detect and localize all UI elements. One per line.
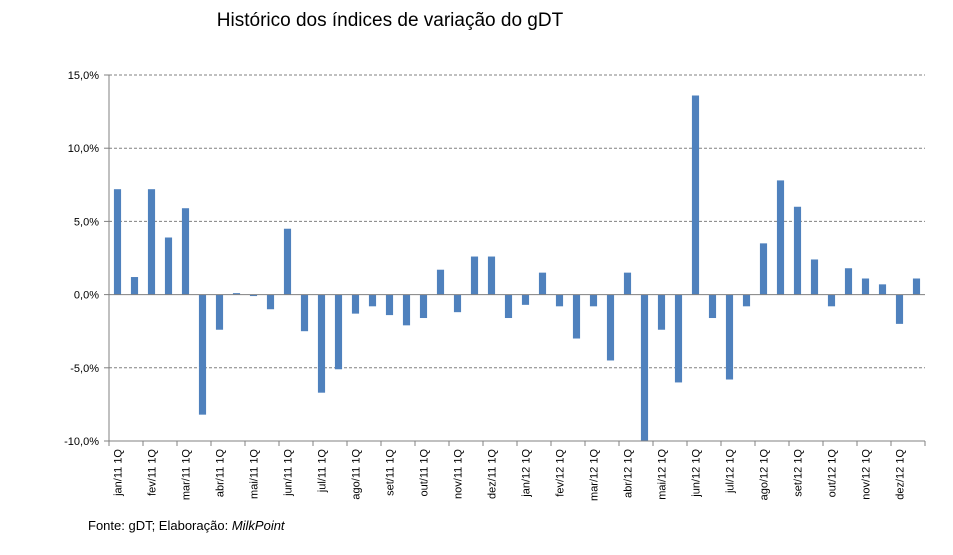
source-note: Fonte: gDT; Elaboração: MilkPoint bbox=[88, 518, 285, 533]
x-axis-ticks: jan/11 1Q fev/11 1Q mar/11 1Q abr/11 1Q mai/… bbox=[108, 441, 926, 501]
bar bbox=[827, 294, 836, 307]
bar bbox=[810, 259, 819, 295]
x-tick-label: dez/12 1Q bbox=[895, 449, 907, 500]
x-tick-label: nov/11 1Q bbox=[453, 449, 465, 499]
bar bbox=[351, 294, 360, 314]
x-tick-label: set/12 1Q bbox=[793, 449, 805, 497]
bar-series bbox=[113, 95, 921, 441]
bar bbox=[521, 294, 530, 305]
x-tick-label: jul/12 1Q bbox=[725, 449, 737, 494]
chart-title: Histórico dos índices de variação do gDT bbox=[216, 10, 564, 31]
bar bbox=[181, 208, 190, 295]
x-tick-label: mar/11 1Q bbox=[181, 449, 193, 501]
bar bbox=[113, 189, 122, 295]
bar bbox=[674, 294, 683, 383]
x-tick-label: mai/11 1Q bbox=[249, 449, 261, 499]
bar bbox=[725, 294, 734, 380]
x-tick-label: out/12 1Q bbox=[827, 449, 839, 498]
x-tick-label: mai/12 1Q bbox=[657, 449, 669, 500]
bar bbox=[538, 272, 547, 295]
y-tick-label: 5,0% bbox=[74, 216, 99, 228]
y-axis-ticks: -10,0% -5,0% 0,0% 5,0% 10,0% 15,0% bbox=[64, 70, 109, 448]
x-tick-label: dez/11 1Q bbox=[487, 449, 499, 499]
x-tick-label: jun/12 1Q bbox=[691, 449, 703, 498]
bar bbox=[895, 294, 904, 324]
bar bbox=[470, 256, 479, 295]
bar bbox=[249, 294, 258, 297]
bar bbox=[266, 294, 275, 310]
x-tick-label: ago/11 1Q bbox=[351, 449, 363, 500]
gridlines bbox=[109, 74, 925, 442]
x-tick-label: jun/11 1Q bbox=[283, 449, 295, 497]
y-tick-label: 10,0% bbox=[68, 143, 99, 155]
bar bbox=[572, 294, 581, 339]
bar bbox=[130, 277, 139, 295]
bar bbox=[436, 269, 445, 295]
bar bbox=[691, 95, 700, 295]
bar bbox=[368, 294, 377, 307]
y-tick-label: -5,0% bbox=[70, 363, 99, 375]
x-tick-label: jan/12 1Q bbox=[521, 449, 533, 498]
bar bbox=[793, 206, 802, 295]
bar bbox=[300, 294, 309, 332]
bar bbox=[606, 294, 615, 361]
bar bbox=[487, 256, 496, 295]
y-tick-label: 0,0% bbox=[74, 290, 99, 302]
bar bbox=[385, 294, 394, 316]
bar bbox=[232, 293, 241, 295]
bar bbox=[283, 228, 292, 295]
source-prefix: Fonte: gDT; Elaboração: bbox=[88, 518, 232, 533]
bar bbox=[742, 294, 751, 307]
y-tick-label: 15,0% bbox=[68, 70, 99, 82]
bar bbox=[198, 294, 207, 415]
x-tick-label: mar/12 1Q bbox=[589, 449, 601, 501]
bar bbox=[402, 294, 411, 326]
x-tick-label: fev/11 1Q bbox=[147, 449, 159, 496]
source-italic: MilkPoint bbox=[231, 518, 285, 533]
x-tick-label: nov/12 1Q bbox=[861, 449, 873, 500]
bar bbox=[334, 294, 343, 370]
bar bbox=[504, 294, 513, 319]
x-tick-label: abr/12 1Q bbox=[623, 449, 635, 498]
bar bbox=[147, 189, 156, 295]
x-tick-label: abr/11 1Q bbox=[215, 449, 227, 498]
x-tick-label: ago/12 1Q bbox=[759, 449, 771, 501]
bar bbox=[759, 243, 768, 295]
x-tick-label: jan/11 1Q bbox=[113, 449, 125, 497]
x-tick-label: set/11 1Q bbox=[385, 449, 397, 496]
bar bbox=[912, 278, 921, 295]
x-tick-label: jul/11 1Q bbox=[317, 449, 329, 494]
bar bbox=[589, 294, 598, 307]
bar bbox=[776, 180, 785, 295]
x-tick-label: fev/12 1Q bbox=[555, 449, 567, 497]
y-tick-label: -10,0% bbox=[64, 436, 99, 448]
bar bbox=[164, 237, 173, 295]
axes bbox=[108, 75, 925, 442]
bar bbox=[640, 294, 649, 441]
bar bbox=[317, 294, 326, 393]
bar bbox=[878, 284, 887, 295]
bar bbox=[215, 294, 224, 330]
bar bbox=[657, 294, 666, 330]
bar bbox=[453, 294, 462, 313]
bar bbox=[844, 268, 853, 295]
bar bbox=[555, 294, 564, 307]
bar bbox=[623, 272, 632, 295]
x-tick-label: out/11 1Q bbox=[419, 449, 431, 497]
bar bbox=[708, 294, 717, 319]
bar bbox=[861, 278, 870, 295]
bar bbox=[419, 294, 428, 319]
